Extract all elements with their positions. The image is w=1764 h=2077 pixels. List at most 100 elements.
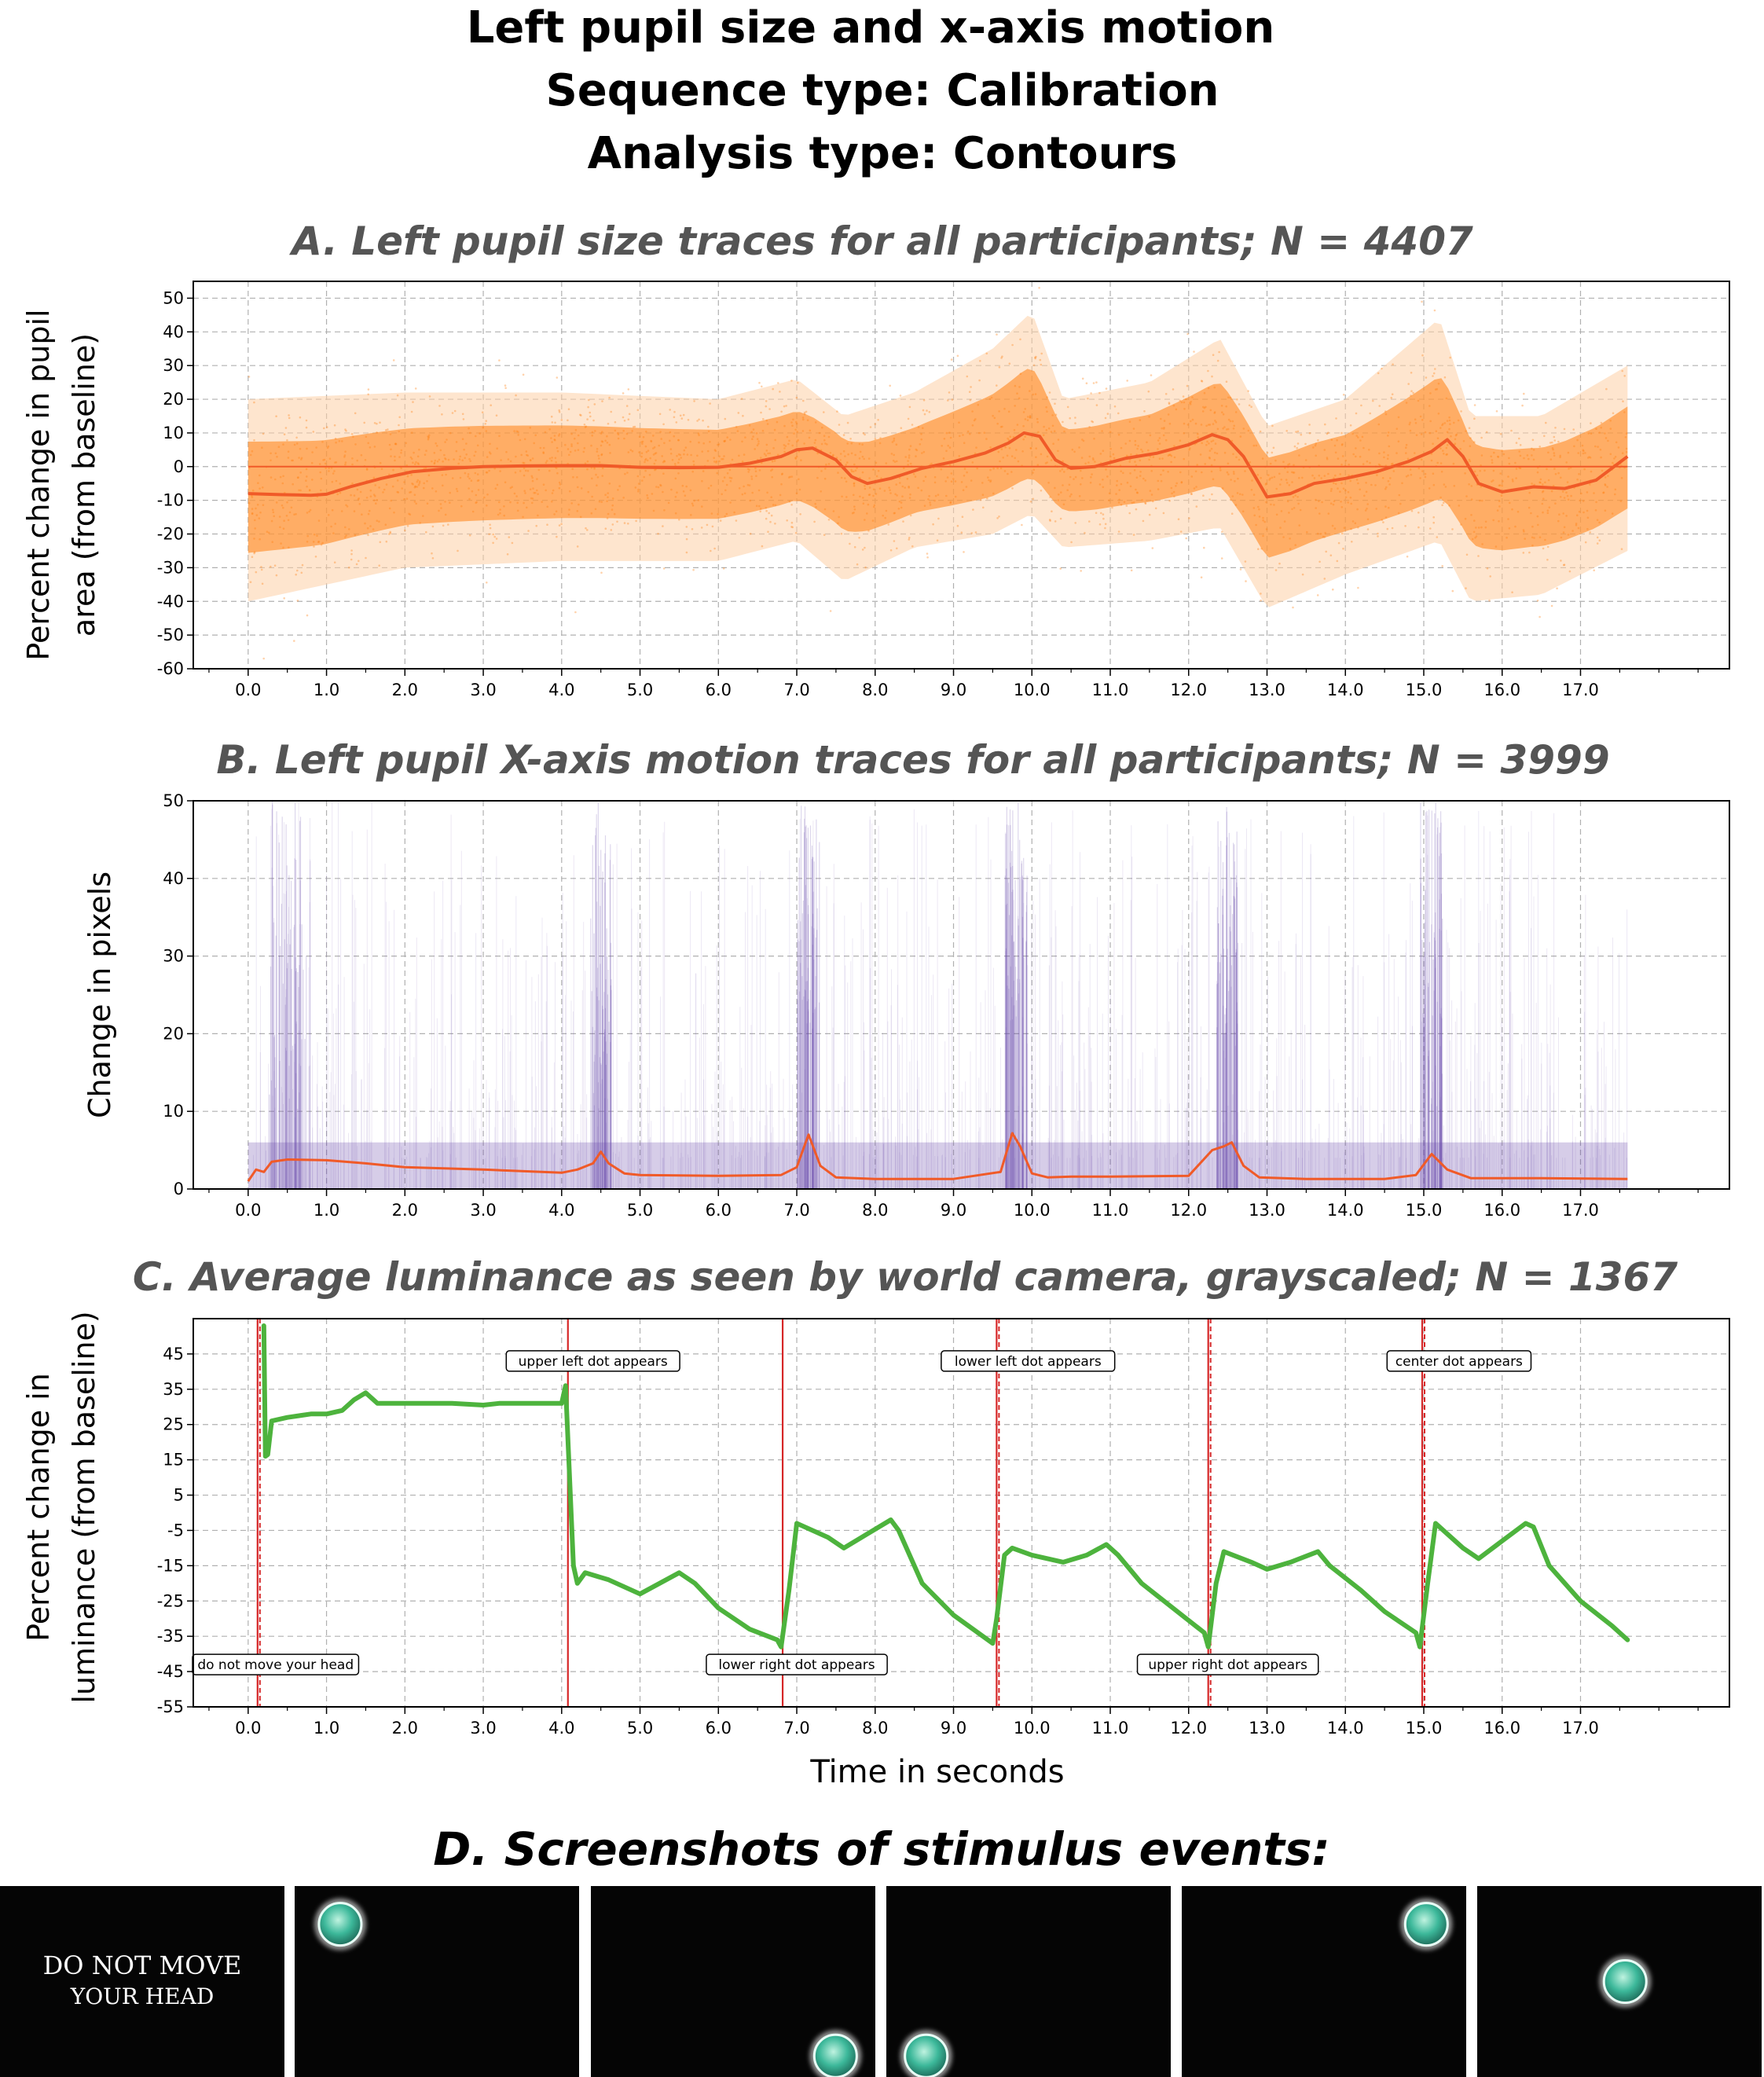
scatter-point xyxy=(1340,482,1343,485)
scatter-point xyxy=(1573,445,1575,448)
scatter-point xyxy=(783,447,786,450)
scatter-point xyxy=(1377,535,1379,538)
scatter-point xyxy=(1090,392,1092,394)
scatter-point xyxy=(373,446,376,448)
scatter-point xyxy=(1282,461,1285,464)
scatter-point xyxy=(1208,424,1212,426)
scatter-point xyxy=(1130,453,1132,456)
scatter-point xyxy=(1132,501,1135,504)
scatter-point xyxy=(1397,440,1400,442)
scatter-point xyxy=(673,410,676,413)
scatter-point xyxy=(765,443,768,446)
scatter-point xyxy=(1128,420,1131,423)
scatter-point xyxy=(1237,477,1239,480)
scatter-point xyxy=(1417,399,1420,402)
scatter-point xyxy=(306,447,308,450)
scatter-point xyxy=(588,398,590,402)
scatter-point xyxy=(1515,477,1517,479)
scatter-point xyxy=(428,434,431,437)
scatter-point xyxy=(702,419,704,422)
scatter-point xyxy=(685,551,688,554)
scatter-point xyxy=(275,574,278,577)
scatter-point xyxy=(987,476,989,479)
scatter-point xyxy=(477,479,480,482)
scatter-point xyxy=(845,464,847,466)
scatter-point xyxy=(601,400,603,402)
scatter-point xyxy=(976,467,978,470)
scatter-point xyxy=(570,432,573,435)
scatter-point xyxy=(586,460,589,463)
scatter-point xyxy=(1160,479,1163,483)
scatter-point xyxy=(1036,417,1039,420)
scatter-point xyxy=(1568,570,1571,573)
scatter-point xyxy=(411,457,413,461)
scatter-point xyxy=(1205,405,1207,409)
scatter-point xyxy=(1010,455,1014,457)
scatter-point xyxy=(1360,404,1362,407)
scatter-point xyxy=(316,534,318,537)
scatter-point xyxy=(854,453,856,457)
scatter-point xyxy=(634,486,637,489)
scatter-point xyxy=(1363,494,1366,497)
scatter-point xyxy=(296,599,299,602)
scatter-point xyxy=(1465,587,1467,589)
scatter-point xyxy=(328,514,330,516)
scatter-point xyxy=(1298,454,1300,457)
scatter-point xyxy=(932,523,934,526)
scatter-point xyxy=(582,450,585,453)
scatter-point xyxy=(1479,469,1481,472)
scatter-point xyxy=(757,489,761,492)
scatter-point xyxy=(1326,457,1329,459)
scatter-point xyxy=(572,475,574,479)
scatter-point xyxy=(610,529,613,531)
scatter-point xyxy=(832,510,835,512)
scatter-point xyxy=(350,552,353,556)
scatter-point xyxy=(509,486,512,490)
scatter-point xyxy=(767,452,769,455)
scatter-point xyxy=(758,469,761,472)
scatter-point xyxy=(1595,428,1597,430)
scatter-point xyxy=(971,410,974,413)
scatter-point xyxy=(1032,497,1035,501)
scatter-point xyxy=(1091,473,1093,475)
scatter-point xyxy=(1318,512,1321,515)
scatter-point xyxy=(862,502,865,505)
scatter-point xyxy=(373,499,376,501)
scatter-point xyxy=(1260,593,1262,595)
scatter-point xyxy=(1320,477,1322,479)
scatter-point xyxy=(489,523,491,526)
scatter-point xyxy=(690,453,692,457)
scatter-point xyxy=(1344,496,1348,499)
scatter-point xyxy=(1439,496,1442,499)
scatter-point xyxy=(1528,491,1531,494)
scatter-point xyxy=(1429,527,1432,530)
scatter-point xyxy=(600,571,603,574)
scatter-point xyxy=(1157,439,1160,442)
scatter-point xyxy=(1202,494,1205,497)
scatter-point xyxy=(1088,455,1091,458)
scatter-point xyxy=(584,462,587,464)
scatter-point xyxy=(558,524,561,527)
scatter-point xyxy=(926,556,929,559)
scatter-point xyxy=(1594,509,1597,512)
scatter-point xyxy=(999,460,1001,463)
scatter-point xyxy=(654,452,656,455)
scatter-point xyxy=(1200,576,1203,578)
scatter-point xyxy=(1560,476,1562,479)
scatter-point xyxy=(1333,444,1337,447)
scatter-point xyxy=(1508,462,1511,465)
scatter-point xyxy=(1432,472,1435,475)
scatter-point xyxy=(998,366,1001,369)
scatter-point xyxy=(1111,506,1113,509)
scatter-point xyxy=(1531,439,1535,442)
scatter-point xyxy=(606,500,608,502)
scatter-point xyxy=(646,494,648,497)
scatter-point xyxy=(422,515,424,517)
scatter-point xyxy=(1575,523,1578,525)
scatter-point xyxy=(856,563,859,566)
scatter-point xyxy=(1436,461,1439,464)
scatter-point xyxy=(981,494,985,496)
scatter-point xyxy=(698,418,700,421)
scatter-point xyxy=(1180,401,1183,404)
scatter-point xyxy=(481,411,484,413)
